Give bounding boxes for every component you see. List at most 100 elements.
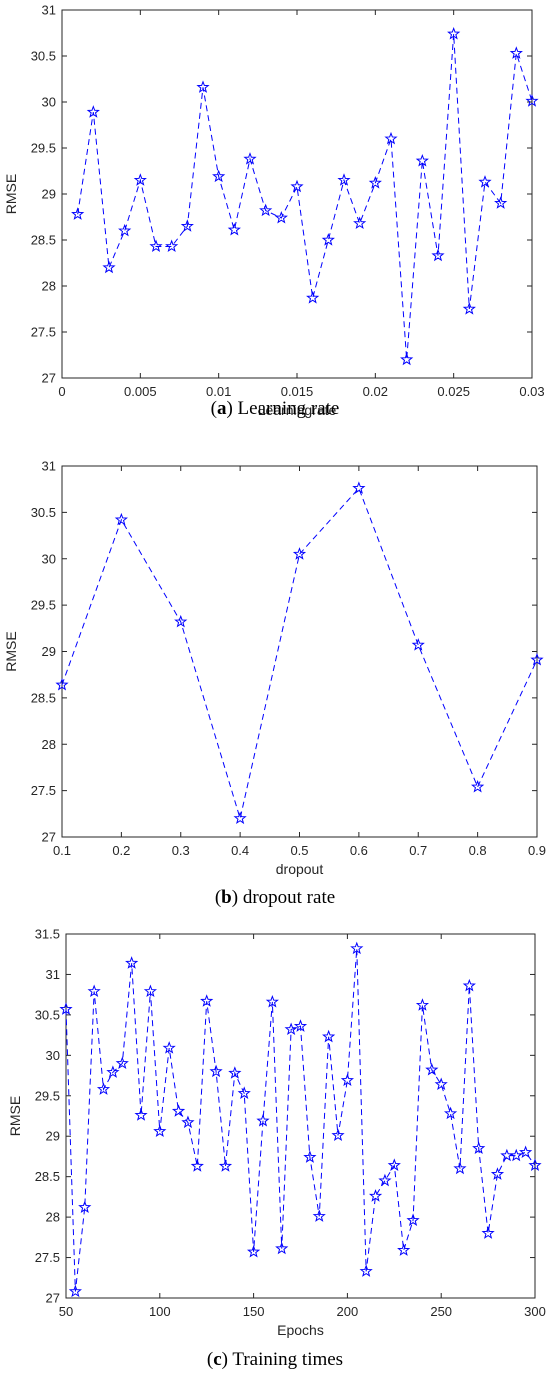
y-tick-label: 28.5 xyxy=(31,233,56,248)
data-point xyxy=(481,1226,495,1239)
y-tick-label: 28.5 xyxy=(35,1169,60,1184)
data-point xyxy=(321,233,335,246)
x-tick-label: 0.1 xyxy=(53,843,71,858)
data-point xyxy=(275,1241,289,1255)
plot-frame xyxy=(65,933,536,1299)
data-point xyxy=(387,1158,401,1171)
x-axis-label: Learningrate xyxy=(258,402,337,418)
data-point xyxy=(359,1264,373,1277)
data-point xyxy=(256,1113,270,1127)
y-tick-label: 27 xyxy=(42,371,56,386)
y-axis-label: RMSE xyxy=(3,174,19,214)
data-point xyxy=(247,1244,261,1258)
x-tick-label: 0 xyxy=(58,384,65,399)
data-point xyxy=(306,291,320,304)
y-tick-label: 31.5 xyxy=(35,927,60,942)
y-tick-label: 31 xyxy=(46,967,60,982)
data-point xyxy=(519,1145,533,1159)
data-point xyxy=(384,131,398,145)
data-point xyxy=(447,26,461,40)
data-point xyxy=(350,941,364,955)
y-tick-label: 29.5 xyxy=(31,598,56,613)
data-point xyxy=(415,153,429,167)
data-point xyxy=(274,210,288,224)
data-point xyxy=(133,173,147,186)
data-point xyxy=(368,1189,383,1202)
data-point xyxy=(190,1159,204,1172)
data-point xyxy=(425,1062,439,1076)
x-tick-label: 0.7 xyxy=(409,843,427,858)
x-tick-label: 0.2 xyxy=(112,843,130,858)
data-point xyxy=(443,1106,458,1120)
x-tick-label: 150 xyxy=(243,1304,265,1319)
plot-frame xyxy=(61,465,538,838)
data-point xyxy=(494,196,508,209)
data-point xyxy=(490,1167,505,1180)
caption-c-letter: c xyxy=(213,1349,222,1370)
x-tick-label: 0.025 xyxy=(437,384,470,399)
y-tick-label: 30 xyxy=(42,95,56,110)
data-point xyxy=(209,1064,223,1078)
y-tick-label: 27.5 xyxy=(31,783,56,798)
data-point xyxy=(180,219,194,232)
data-point xyxy=(284,1022,298,1036)
x-tick-label: 0.03 xyxy=(519,384,544,399)
y-tick-label: 30.5 xyxy=(35,1007,60,1022)
data-point xyxy=(259,203,273,217)
x-tick-label: 0.005 xyxy=(124,384,157,399)
x-tick-label: 0.8 xyxy=(469,843,487,858)
x-tick-label: 200 xyxy=(337,1304,359,1319)
y-tick-label: 28 xyxy=(42,279,56,294)
data-point xyxy=(462,978,476,992)
data-point xyxy=(303,1150,317,1163)
x-axis-label: dropout xyxy=(276,861,324,877)
data-point xyxy=(237,1086,251,1099)
data-point xyxy=(106,1065,120,1078)
y-tick-label: 31 xyxy=(42,459,56,474)
chart-c: 50 100 150 200 250 300 27 27.5 28 28.5 29 29.5 30 30.… xyxy=(7,927,546,1339)
y-tick-label: 31 xyxy=(42,3,56,18)
y-tick-label: 27 xyxy=(42,830,56,845)
data-point xyxy=(118,223,132,237)
caption-b: (b) dropout rate xyxy=(214,887,336,908)
data-point xyxy=(233,811,247,825)
caption-a-letter: a xyxy=(216,398,227,419)
data-point xyxy=(312,1209,326,1222)
data-point xyxy=(293,1019,308,1032)
caption-a: (a) Learning rate xyxy=(210,398,340,419)
x-tick-label: 0.01 xyxy=(206,384,231,399)
caption-a-text: Learning rate xyxy=(237,398,340,419)
series-line xyxy=(77,33,533,360)
x-tick-label: 50 xyxy=(59,1304,73,1319)
x-tick-label: 0.9 xyxy=(528,843,546,858)
data-point xyxy=(171,1104,186,1117)
data-point xyxy=(134,1108,148,1121)
data-point xyxy=(434,1077,448,1091)
data-point xyxy=(86,105,100,118)
data-point xyxy=(337,173,351,186)
x-tick-label: 100 xyxy=(149,1304,171,1319)
data-point xyxy=(143,984,158,998)
data-point xyxy=(509,1148,523,1162)
data-point xyxy=(218,1159,233,1172)
data-point xyxy=(352,481,366,494)
caption-b-letter: b xyxy=(221,887,232,908)
data-point xyxy=(322,1029,336,1043)
y-tick-label: 28 xyxy=(42,737,56,752)
data-point xyxy=(227,222,241,236)
data-point xyxy=(472,1141,486,1154)
x-tick-label: 0.5 xyxy=(290,843,308,858)
data-point xyxy=(228,1066,242,1079)
data-point xyxy=(71,207,85,220)
data-point xyxy=(153,1124,167,1137)
data-point xyxy=(453,1161,467,1175)
x-axis-label: Epochs xyxy=(277,1322,324,1338)
y-tick-label: 30.5 xyxy=(31,505,56,520)
y-tick-label: 27 xyxy=(46,1291,60,1306)
data-point xyxy=(212,169,226,183)
y-axis-label: RMSE xyxy=(7,1096,23,1136)
y-tick-label: 30 xyxy=(46,1048,60,1063)
data-point xyxy=(149,239,163,253)
